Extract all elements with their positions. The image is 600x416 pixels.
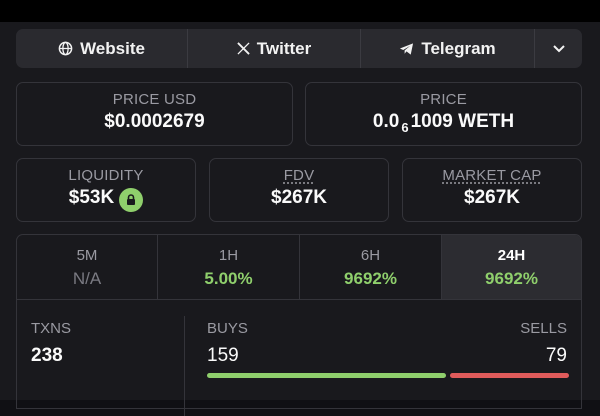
tab-24h[interactable]: 24H 9692% — [442, 235, 581, 300]
buys-bar — [207, 373, 446, 378]
website-button[interactable]: Website — [16, 29, 188, 68]
liquidity-value-row: $53K — [17, 187, 195, 212]
tab-value: 9692% — [485, 268, 538, 288]
txns-label: TXNS — [31, 320, 72, 337]
market-cap-card: MARKET CAP $267K — [402, 158, 582, 222]
fdv-card: FDV $267K — [209, 158, 389, 222]
chevron-down-icon — [552, 44, 566, 53]
sells-value: 79 — [545, 345, 567, 366]
txns-value: 238 — [31, 345, 63, 366]
telegram-button[interactable]: Telegram — [361, 29, 535, 68]
price-zero-count: 6 — [401, 120, 409, 135]
tab-label: 5M — [76, 246, 98, 264]
fdv-value: $267K — [271, 187, 327, 208]
fdv-label[interactable]: FDV — [283, 167, 315, 184]
top-strip — [0, 0, 600, 22]
telegram-label: Telegram — [421, 38, 496, 58]
sells-bar — [450, 373, 569, 378]
x-logo-icon — [237, 42, 250, 55]
transactions-panel: TXNS 238 BUYS 159 SELLS 79 — [16, 299, 582, 416]
buys-value: 159 — [207, 345, 239, 366]
price-digits: 1009 — [410, 111, 453, 132]
liquidity-value: $53K — [68, 187, 115, 208]
globe-icon — [58, 41, 73, 56]
tab-value: 5.00% — [204, 268, 253, 288]
tab-6h[interactable]: 6H 9692% — [300, 235, 442, 300]
tab-label: 24H — [497, 246, 526, 264]
more-links-button[interactable] — [535, 29, 582, 68]
price-native-value: 0.0 6 1009 WETH — [306, 111, 581, 135]
tab-1h[interactable]: 1H 5.00% — [158, 235, 300, 300]
market-cap-value: $267K — [464, 187, 520, 208]
sells-label: SELLS — [520, 320, 567, 337]
tab-label: 1H — [218, 246, 239, 264]
stats-divider — [184, 316, 185, 416]
tab-label: 6H — [360, 246, 381, 264]
liquidity-label: LIQUIDITY — [68, 167, 144, 184]
price-usd-card: PRICE USD $0.0002679 — [16, 82, 293, 146]
price-unit: WETH — [458, 111, 515, 132]
price-native-card: PRICE 0.0 6 1009 WETH — [305, 82, 582, 146]
price-usd-label: PRICE USD — [112, 91, 197, 108]
price-native-label: PRICE — [420, 91, 467, 108]
timeframe-tabs: 5M N/A 1H 5.00% 6H 9692% 24H 9692% — [16, 234, 582, 300]
price-usd-value: $0.0002679 — [104, 111, 205, 132]
twitter-button[interactable]: Twitter — [188, 29, 361, 68]
telegram-icon — [399, 42, 414, 56]
social-links-bar: Website Twitter Telegram — [16, 29, 582, 68]
website-label: Website — [80, 38, 145, 58]
lock-icon[interactable] — [119, 188, 144, 212]
twitter-label: Twitter — [256, 38, 312, 58]
liquidity-card: LIQUIDITY $53K — [16, 158, 196, 222]
tab-value: 9692% — [344, 268, 397, 288]
market-cap-label[interactable]: MARKET CAP — [442, 167, 542, 184]
price-prefix: 0.0 — [372, 111, 400, 132]
buys-label: BUYS — [207, 320, 248, 337]
tab-value: N/A — [72, 268, 102, 288]
tab-5m[interactable]: 5M N/A — [17, 235, 158, 300]
